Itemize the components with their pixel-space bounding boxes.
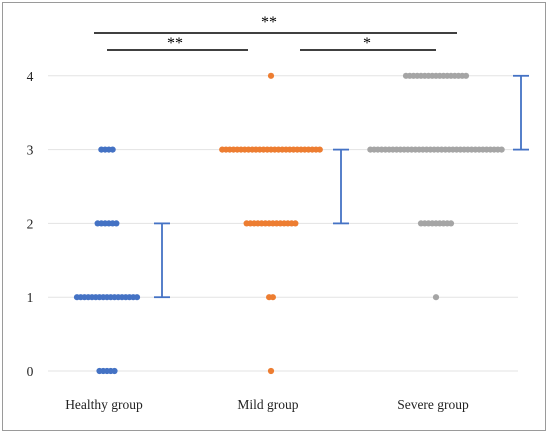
y-tick-label: 3 [27, 143, 34, 158]
y-tick-label: 0 [27, 364, 34, 379]
x-tick-label: Mild group [237, 397, 298, 412]
range-bar [154, 222, 170, 299]
data-point [111, 367, 118, 375]
data-point [462, 72, 470, 79]
data-point [498, 146, 505, 153]
data-point [113, 220, 120, 227]
x-tick-label: Severe group [397, 397, 469, 412]
data-point [292, 220, 299, 227]
data-point [269, 294, 276, 301]
data-point [109, 146, 116, 153]
y-tick-label: 2 [27, 216, 34, 231]
data-point [447, 220, 455, 227]
data-point [267, 72, 275, 79]
y-tick-label: 4 [27, 69, 34, 84]
data-point [316, 146, 323, 153]
data-point [267, 367, 275, 375]
significance-label: ** [261, 14, 277, 31]
range-bar [333, 148, 349, 225]
x-tick-label: Healthy group [65, 397, 143, 412]
chart-frame [2, 2, 546, 431]
data-point [133, 294, 141, 301]
y-tick-label: 1 [27, 290, 34, 305]
data-point [432, 294, 440, 301]
significance-label: ** [167, 35, 183, 52]
range-bar [513, 74, 529, 151]
significance-label: * [363, 35, 371, 52]
